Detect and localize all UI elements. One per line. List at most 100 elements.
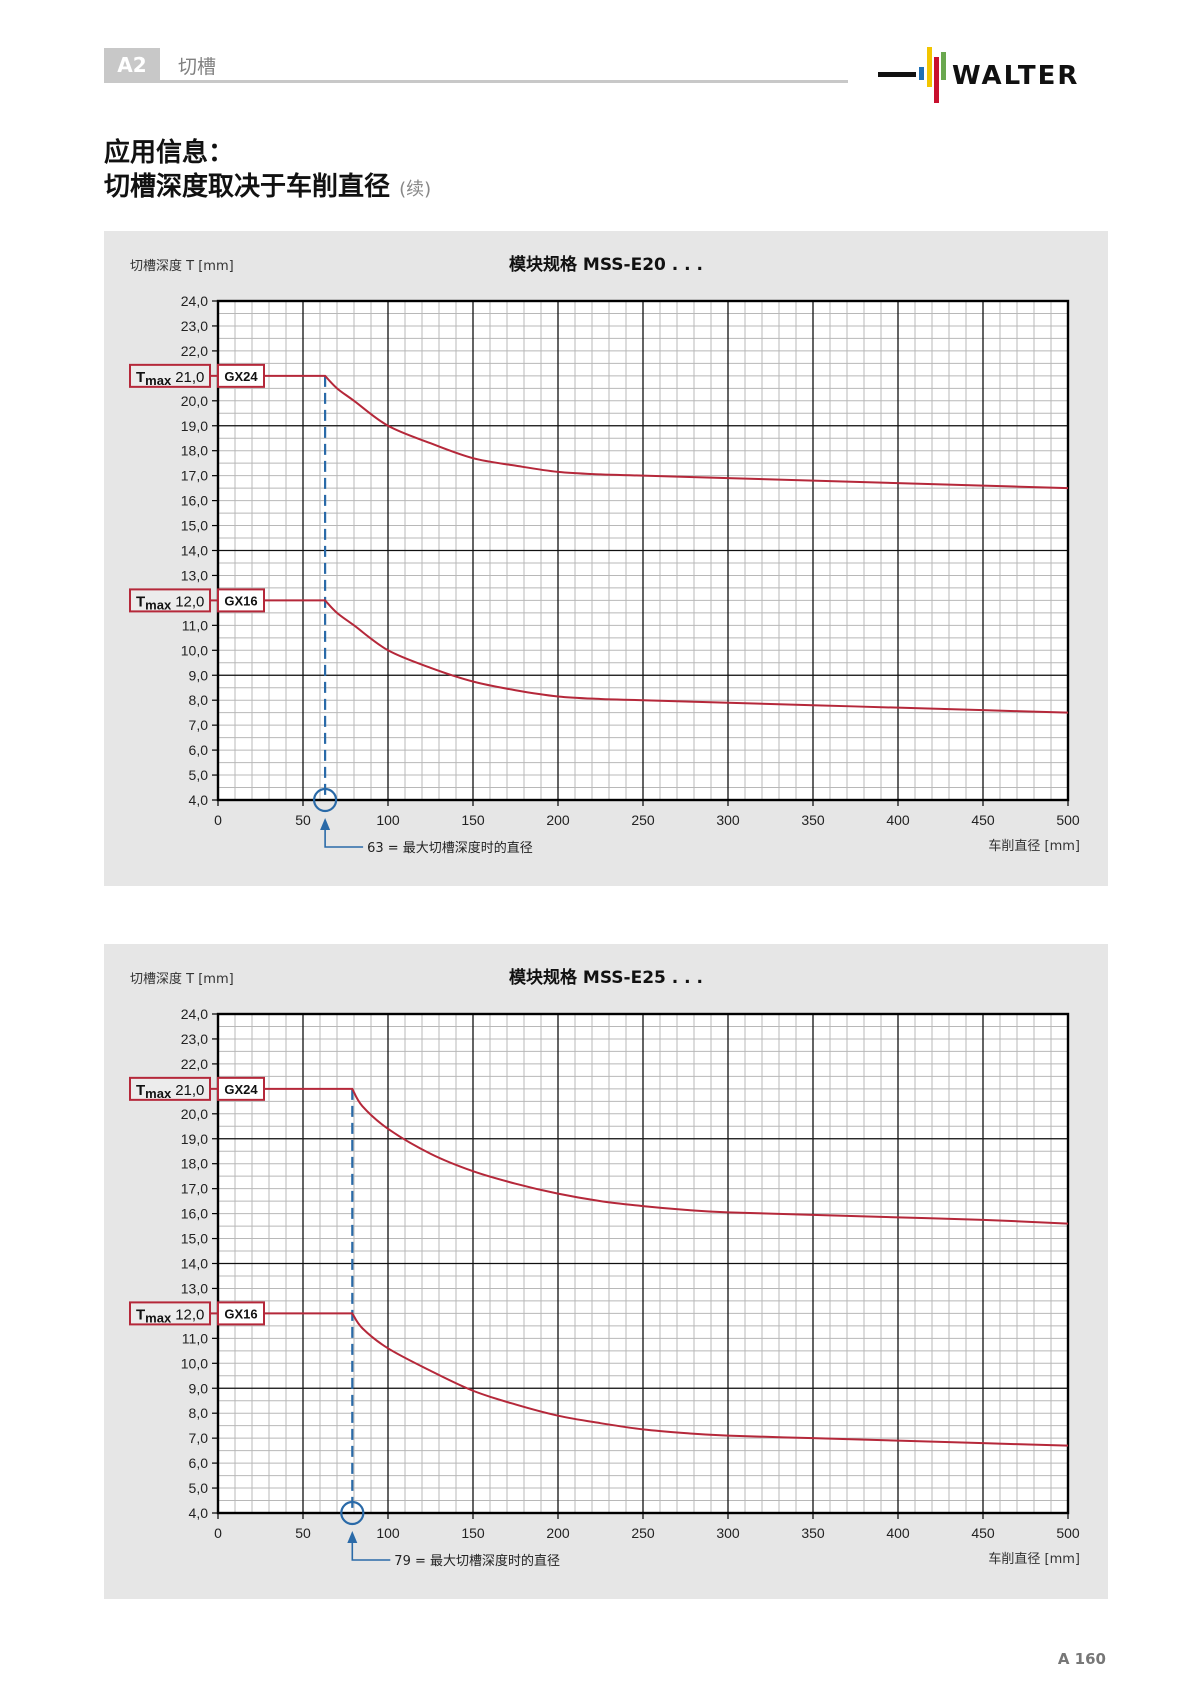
marker-circle-icon (340, 1500, 365, 1526)
y-tick-label: 14,0 (181, 543, 208, 559)
y-tick-label: 7,0 (189, 1430, 209, 1446)
title-continued: (续) (399, 179, 432, 200)
x-tick-label: 400 (886, 812, 910, 828)
y-tick-label: 22,0 (181, 343, 208, 359)
x-tick-label: 200 (546, 812, 570, 828)
y-tick-label: 4,0 (189, 792, 209, 808)
x-tick-label: 350 (801, 812, 825, 828)
arrow-up-icon (320, 818, 331, 830)
series-name: GX16 (224, 1306, 257, 1321)
y-tick-label: 4,0 (189, 1505, 209, 1521)
x-tick-label: 350 (801, 1525, 825, 1541)
x-tick-label: 500 (1056, 812, 1080, 828)
y-tick-label: 5,0 (189, 767, 209, 783)
x-tick-label: 150 (461, 1525, 485, 1541)
y-tick-label: 14,0 (181, 1256, 208, 1272)
y-tick-label: 24,0 (181, 293, 208, 309)
x-axis-label: 车削直径 [mm] (988, 1551, 1080, 1567)
x-tick-label: 250 (631, 1525, 655, 1541)
series-name: GX16 (224, 593, 257, 608)
y-tick-label: 8,0 (189, 692, 209, 708)
series-name-badge (217, 363, 265, 388)
y-tick-label: 20,0 (181, 1106, 208, 1122)
x-tick-label: 500 (1056, 1525, 1080, 1541)
section-code-tab: A2 (104, 48, 160, 81)
y-tick-label: 22,0 (181, 1056, 208, 1072)
y-tick-label: 10,0 (181, 642, 208, 658)
x-tick-label: 450 (971, 812, 995, 828)
y-tick-label: 24,0 (181, 1006, 208, 1022)
title-line1: 应用信息： (104, 138, 235, 168)
y-tick-label: 19,0 (181, 1131, 208, 1147)
y-tick-label: 11,0 (182, 617, 208, 633)
header-divider (104, 80, 848, 83)
y-tick-label: 15,0 (181, 518, 208, 534)
y-tick-label: 13,0 (181, 567, 208, 583)
x-tick-label: 300 (716, 812, 740, 828)
x-tick-label: 450 (971, 1525, 995, 1541)
series-name-badge (217, 1076, 265, 1101)
y-tick-label: 19,0 (181, 418, 208, 434)
series-name: GX24 (224, 369, 258, 384)
y-tick-label: 17,0 (181, 468, 208, 484)
series-curve (218, 374, 1069, 490)
x-tick-label: 100 (376, 812, 400, 828)
tmax-label: Tmax 21,0 (136, 369, 204, 388)
y-tick-label: 5,0 (189, 1480, 209, 1496)
chart-mss-e20: 4,05,06,07,08,09,010,011,012,013,014,015… (129, 254, 1080, 856)
tmax-label: Tmax 12,0 (136, 593, 204, 612)
y-tick-label: 10,0 (181, 1355, 208, 1371)
section-name: 切槽 (178, 56, 217, 78)
series-name: GX24 (224, 1082, 258, 1097)
chart-panel-mss-e20: 4,05,06,07,08,09,010,011,012,013,014,015… (104, 231, 1108, 886)
page-number: A 160 (1057, 1650, 1106, 1668)
y-tick-label: 16,0 (181, 493, 208, 509)
x-axis-label: 车削直径 [mm] (988, 838, 1080, 854)
chart-mss-e25: 4,05,06,07,08,09,010,011,012,013,014,015… (129, 967, 1080, 1569)
x-tick-label: 50 (295, 1525, 311, 1541)
x-tick-label: 250 (631, 812, 655, 828)
series-name-badge (217, 1301, 265, 1326)
series-name-badge (217, 588, 265, 613)
chart-title: 模块规格 MSS-E20 . . . (509, 254, 703, 275)
y-tick-label: 18,0 (181, 443, 208, 459)
marker-label: 79 = 最大切槽深度时的直径 (394, 1553, 560, 1569)
y-tick-label: 11,0 (182, 1330, 208, 1346)
x-tick-label: 300 (716, 1525, 740, 1541)
series-curve (218, 1312, 1069, 1447)
y-tick-label: 7,0 (189, 717, 209, 733)
x-tick-label: 0 (214, 1525, 222, 1541)
marker-label: 63 = 最大切槽深度时的直径 (367, 840, 533, 856)
y-tick-label: 23,0 (181, 1031, 208, 1047)
x-tick-label: 100 (376, 1525, 400, 1541)
y-tick-label: 6,0 (189, 742, 209, 758)
y-tick-label: 9,0 (189, 667, 209, 683)
brand-name: WALTER (952, 61, 1079, 91)
y-axis-label: 切槽深度 T [mm] (130, 971, 234, 987)
tmax-label: Tmax 12,0 (136, 1306, 204, 1325)
y-axis-label: 切槽深度 T [mm] (130, 258, 234, 274)
chart-title: 模块规格 MSS-E25 . . . (509, 967, 703, 988)
y-tick-label: 20,0 (181, 393, 208, 409)
y-tick-label: 6,0 (189, 1455, 209, 1471)
x-tick-label: 150 (461, 812, 485, 828)
x-tick-label: 50 (295, 812, 311, 828)
chart-panel-mss-e25: 4,05,06,07,08,09,010,011,012,013,014,015… (104, 944, 1108, 1599)
y-tick-label: 15,0 (181, 1231, 208, 1247)
arrow-up-icon (347, 1531, 358, 1543)
y-tick-label: 16,0 (181, 1206, 208, 1222)
tmax-label: Tmax 21,0 (136, 1082, 204, 1101)
series-curve (218, 599, 1069, 714)
y-tick-label: 13,0 (181, 1280, 208, 1296)
y-tick-label: 17,0 (181, 1181, 208, 1197)
y-tick-label: 9,0 (189, 1380, 209, 1396)
title-line2: 切槽深度取决于车削直径 (104, 172, 391, 202)
x-tick-label: 400 (886, 1525, 910, 1541)
marker-circle-icon (313, 787, 338, 813)
logo-dash-icon (878, 72, 916, 77)
y-tick-label: 23,0 (181, 318, 208, 334)
y-tick-label: 8,0 (189, 1405, 209, 1421)
y-tick-label: 18,0 (181, 1156, 208, 1172)
page-title: 应用信息： 切槽深度取决于车削直径 (续) (104, 136, 431, 207)
x-tick-label: 0 (214, 812, 222, 828)
